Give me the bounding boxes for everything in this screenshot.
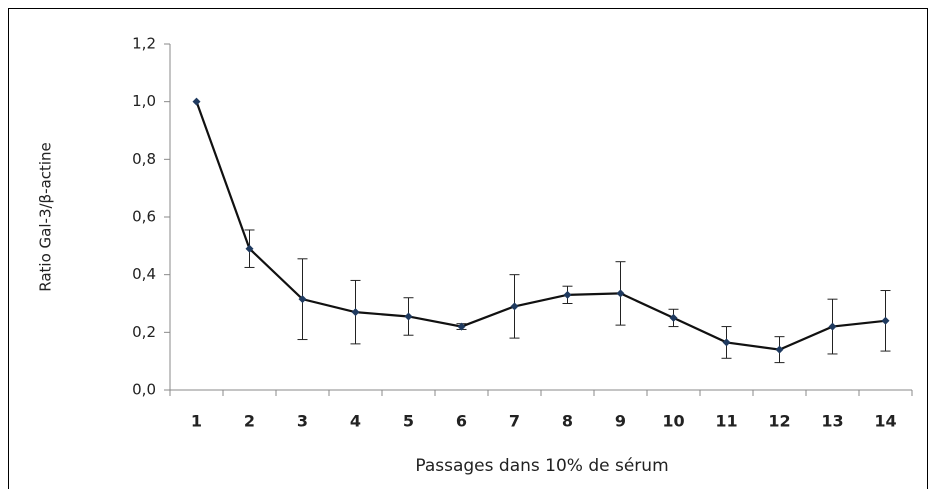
- x-tick-label: 9: [615, 412, 626, 431]
- x-axis-label: Passages dans 10% de sérum: [415, 456, 668, 476]
- marker: [457, 322, 466, 331]
- x-tick-label: 10: [662, 412, 684, 431]
- marker: [404, 312, 413, 321]
- x-tick-label: 8: [562, 412, 573, 431]
- marker: [192, 97, 201, 106]
- x-tick-label: 14: [874, 412, 896, 431]
- marker: [881, 316, 890, 325]
- marker: [669, 313, 678, 322]
- y-tick-label: 0,2: [132, 323, 156, 341]
- x-tick-label: 3: [297, 412, 308, 431]
- y-tick-label: 1,2: [132, 35, 156, 53]
- marker: [245, 244, 254, 253]
- x-tick-label: 12: [768, 412, 790, 431]
- x-tick-label: 11: [715, 412, 737, 431]
- y-tick-label: 0,8: [132, 150, 156, 168]
- marker: [722, 338, 731, 347]
- marker: [775, 345, 784, 354]
- x-tick-label: 2: [244, 412, 255, 431]
- x-tick-label: 5: [403, 412, 414, 431]
- marker: [563, 290, 572, 299]
- marker: [616, 289, 625, 298]
- y-axis-label: Ratio Gal-3/β-actine: [37, 142, 55, 291]
- x-tick-label: 4: [350, 412, 361, 431]
- y-tick-label: 0,4: [132, 265, 156, 283]
- y-tick-label: 1,0: [132, 92, 156, 110]
- y-tick-label: 0,0: [132, 381, 156, 399]
- x-tick-label: 13: [821, 412, 843, 431]
- x-tick-label: 7: [509, 412, 520, 431]
- x-tick-label: 1: [191, 412, 202, 431]
- line: [195, 101, 886, 351]
- marker: [828, 322, 837, 331]
- chart-frame: [8, 8, 928, 489]
- marker: [298, 295, 307, 304]
- marker: [351, 308, 360, 317]
- x-tick-label: 6: [456, 412, 467, 431]
- marker: [510, 302, 519, 311]
- y-tick-label: 0,6: [132, 208, 156, 226]
